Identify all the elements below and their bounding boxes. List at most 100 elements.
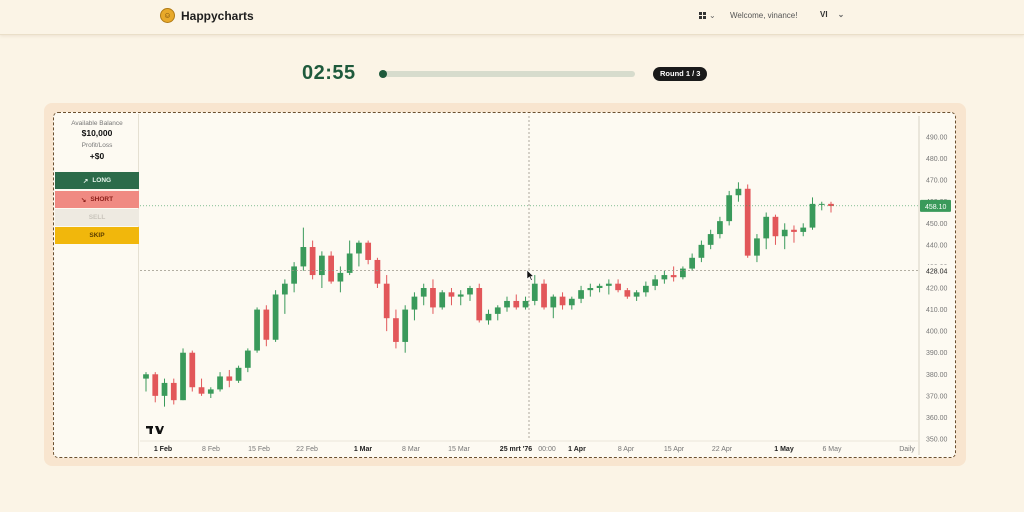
progress-indicator xyxy=(379,70,387,78)
trade-panel: Available Balance $10,000 Profit/Loss +$… xyxy=(55,114,139,456)
candle-body xyxy=(754,238,760,256)
x-tick-label: 15 Mar xyxy=(448,446,470,453)
x-tick-label: 15 Feb xyxy=(248,446,270,453)
x-tick-label: 22 Apr xyxy=(712,446,733,453)
x-tick-label: 8 Feb xyxy=(202,446,220,453)
y-tick-label: 450.00 xyxy=(926,221,948,228)
x-tick-label: 1 Apr xyxy=(568,446,586,453)
candle-body xyxy=(735,188,742,196)
candle-body xyxy=(402,309,409,342)
candle-body xyxy=(309,247,316,276)
trend-up-icon: ↗ xyxy=(82,177,89,185)
candle-body xyxy=(180,352,186,401)
x-tick-label: 00:00 xyxy=(538,446,556,453)
chart-container xyxy=(53,112,956,458)
candle-body xyxy=(319,255,325,276)
candle-body xyxy=(522,300,529,308)
skip-label: SKIP xyxy=(89,232,105,239)
grid-icon xyxy=(699,12,706,19)
candle-body xyxy=(531,283,538,301)
candle-body xyxy=(198,387,205,394)
sell-button[interactable]: SELL xyxy=(55,209,139,226)
candle-body xyxy=(476,288,483,321)
x-tick-label: 22 Feb xyxy=(296,446,318,453)
candle-body xyxy=(254,309,260,351)
candle-body xyxy=(791,229,797,232)
profit-loss-value: +$0 xyxy=(89,151,105,161)
candle-body xyxy=(541,283,547,308)
candle-body xyxy=(605,283,612,286)
candle-body xyxy=(818,203,825,205)
candle-body xyxy=(383,283,390,319)
y-tick-label: 380.00 xyxy=(926,372,948,379)
y-tick-label: 360.00 xyxy=(926,415,948,422)
candle-body xyxy=(346,253,353,273)
candle-body xyxy=(726,195,733,222)
candle-body xyxy=(513,300,520,308)
candle-body xyxy=(800,227,807,232)
candle-body xyxy=(337,272,344,282)
short-button[interactable]: ↘ SHORT xyxy=(55,191,139,208)
candle-body xyxy=(328,255,335,282)
candle-body xyxy=(263,309,270,340)
logo-icon: ☺ xyxy=(160,8,175,23)
language-selector[interactable]: VI ⌄ xyxy=(820,10,844,19)
long-button[interactable]: ↗ LONG xyxy=(55,172,139,189)
candle-body xyxy=(300,247,307,267)
candle-body xyxy=(411,296,418,310)
candle-body xyxy=(652,279,658,286)
chevron-down-icon: ⌄ xyxy=(709,11,716,20)
mouse-cursor-icon xyxy=(526,269,535,281)
y-tick-label: 370.00 xyxy=(926,393,948,400)
candle-body xyxy=(217,376,223,390)
candle-body xyxy=(717,221,723,235)
round-progress-bar xyxy=(379,70,635,78)
candle-body xyxy=(633,292,640,297)
y-tick-label: 410.00 xyxy=(926,307,948,314)
candle-body xyxy=(809,203,816,228)
x-tick-label: 6 May xyxy=(822,446,842,453)
sell-label: SELL xyxy=(88,214,106,221)
y-tick-label: 400.00 xyxy=(926,329,948,336)
candle-body xyxy=(744,188,751,256)
candle-body xyxy=(439,292,446,308)
long-label: LONG xyxy=(92,177,112,184)
candle-body xyxy=(281,283,288,295)
candle-body xyxy=(207,389,214,394)
y-tick-label: 480.00 xyxy=(926,156,948,163)
candle-body xyxy=(680,268,686,278)
trend-down-icon: ↘ xyxy=(80,196,87,204)
brand-name: Happycharts xyxy=(181,8,254,23)
x-tick-label: 25 mrt '76 xyxy=(500,446,533,453)
balance-label: Available Balance xyxy=(71,120,123,127)
tradingview-logo-icon xyxy=(146,426,164,434)
candle-body xyxy=(189,352,196,388)
x-tick-label: 1 May xyxy=(774,446,794,453)
profit-loss-label: Profit/Loss xyxy=(81,142,113,149)
x-tick-label: 15 Apr xyxy=(664,446,685,453)
candle-body xyxy=(272,294,279,340)
round-badge: Round 1 / 3 xyxy=(653,67,708,81)
interval-label: Daily xyxy=(899,446,915,453)
brand-link[interactable]: ☺ Happycharts xyxy=(160,8,254,23)
candle-body xyxy=(448,292,455,297)
apps-menu-button[interactable]: ⌄ xyxy=(699,11,716,20)
crosshair-price-box xyxy=(920,264,952,277)
candle-body xyxy=(235,367,242,381)
candle-body xyxy=(624,290,631,297)
skip-button[interactable]: SKIP xyxy=(55,227,139,244)
last-price-tag xyxy=(920,199,951,212)
candle-body xyxy=(152,374,159,396)
candle-body xyxy=(578,290,584,299)
candle-body xyxy=(430,288,436,308)
candle-body xyxy=(393,318,399,342)
candle-body xyxy=(642,285,649,293)
candle-body xyxy=(374,259,381,284)
candle-body xyxy=(587,288,594,291)
candle-body xyxy=(707,234,714,245)
x-tick-label: 1 Feb xyxy=(154,446,172,453)
candle-body xyxy=(467,288,473,295)
welcome-text: Welcome, vinance! xyxy=(730,11,798,20)
candle-body xyxy=(670,275,677,278)
